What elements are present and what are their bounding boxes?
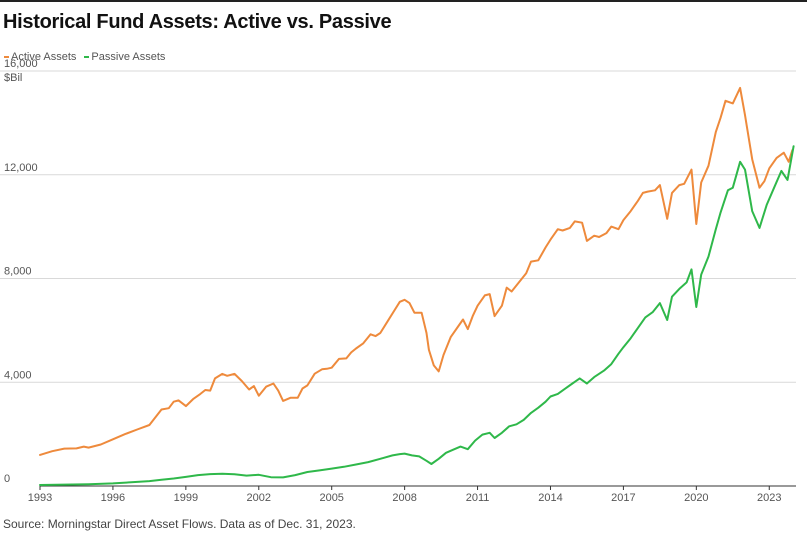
legend-item-passive: Passive Assets [84,51,165,63]
legend-swatch-passive [84,56,90,58]
x-tick-label-1999: 1999 [174,492,198,504]
x-tick-label-2023: 2023 [757,492,781,504]
x-tick-label-2005: 2005 [319,492,343,504]
legend-label-passive: Passive Assets [91,51,166,63]
y-tick-label-0: 0 [4,473,10,485]
top-rule [0,0,807,2]
x-tick-label-2011: 2011 [466,492,490,504]
legend-swatch-active [4,56,9,58]
series-line-passive [39,145,795,486]
x-tick-label-1996: 1996 [101,492,125,504]
y-tick-label-8000: 8,000 [4,266,32,278]
chart-legend: Active Assets Passive Assets [4,51,165,63]
y-tick-label-4000: 4,000 [4,369,32,381]
legend-label-active: Active Assets [11,51,77,63]
legend-item-active: Active Assets [4,51,76,63]
x-tick-label-2008: 2008 [392,492,416,504]
series-line-active [39,86,794,456]
chart-title: Historical Fund Assets: Active vs. Passi… [3,11,392,33]
x-tick-label-2002: 2002 [247,492,271,504]
y-tick-label-16000: 16,000 [4,58,38,70]
source-note: Source: Morningstar Direct Asset Flows. … [3,517,356,531]
x-tick-label-1993: 1993 [28,492,52,504]
y-tick-label-12000: 12,000 [4,162,38,174]
x-tick-label-2020: 2020 [684,492,708,504]
x-tick-label-2014: 2014 [538,492,562,504]
y-axis-unit: $Bil [4,72,22,84]
x-tick-label-2017: 2017 [611,492,635,504]
